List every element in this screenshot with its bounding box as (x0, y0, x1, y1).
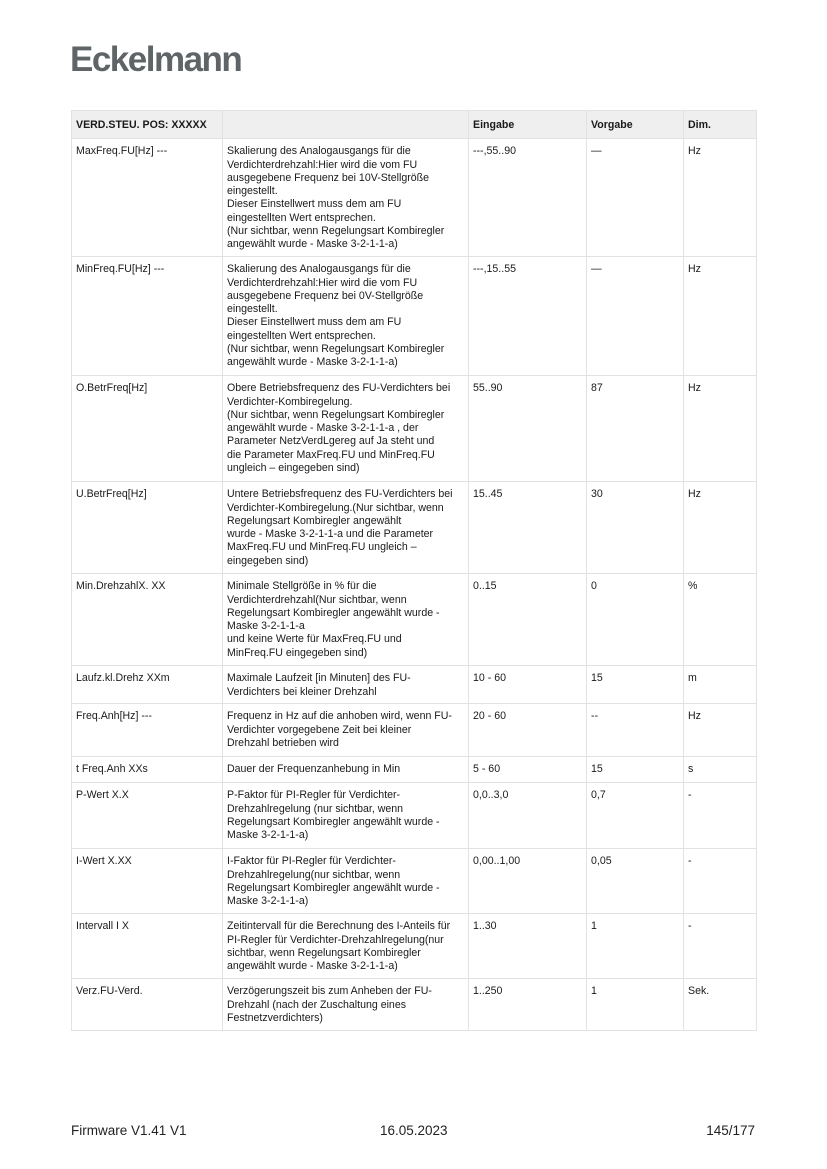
table-row: Verz.FU-Verd. Verzögerungszeit bis zum An… (71, 978, 757, 1032)
table-row: I-Wert X.XX I-Faktor für PI-Regler für Ve… (71, 848, 757, 915)
param-description: Zeitintervall für die Berechnung des I-A… (222, 913, 469, 980)
param-eingabe: 0,00..1,00 (468, 848, 587, 915)
eckelmann-logo: Eckelmann (70, 40, 243, 79)
param-eingabe: ---,55..90 (468, 138, 587, 258)
param-vorgabe: — (586, 256, 684, 377)
param-eingabe: 55..90 (468, 375, 587, 483)
param-dim: m (683, 665, 757, 705)
header-vorgabe: Vorgabe (586, 109, 684, 140)
table-header-row: VERD.STEU. POS: XXXXX Eingabe Vorgabe Di… (71, 109, 757, 140)
param-dim: % (683, 573, 757, 667)
param-vorgabe: 1 (586, 913, 684, 980)
param-description: P-Faktor für PI-Regler für Verdichter- D… (222, 782, 469, 850)
param-name: Freq.Anh[Hz] --- (71, 703, 223, 758)
param-dim: - (683, 848, 757, 915)
param-dim: Hz (683, 481, 757, 575)
param-eingabe: ---,15..55 (468, 256, 587, 377)
param-dim: Hz (683, 375, 757, 483)
param-name: Verz.FU-Verd. (71, 978, 223, 1032)
param-eingabe: 0,0..3,0 (468, 782, 587, 850)
parameter-table: VERD.STEU. POS: XXXXX Eingabe Vorgabe Di… (71, 109, 757, 1032)
table-row: U.BetrFreq[Hz] Untere Betriebsfrequenz de… (71, 481, 757, 575)
header-dim: Dim. (683, 109, 757, 140)
param-description: Frequenz in Hz auf die anhoben wird, wen… (222, 703, 469, 758)
param-description: Untere Betriebsfrequenz des FU-Verdichte… (222, 481, 469, 575)
table-row: Laufz.kl.Drehz XXm Maximale Laufzeit [in … (71, 665, 757, 705)
param-vorgabe: 0,05 (586, 848, 684, 915)
param-dim: - (683, 913, 757, 980)
param-description: Skalierung des Analogausgangs für die Ve… (222, 138, 469, 258)
table-row: MinFreq.FU[Hz] --- Skalierung des Analoga… (71, 256, 757, 377)
param-dim: Hz (683, 256, 757, 377)
param-name: Min.DrehzahlX. XX (71, 573, 223, 667)
table-row: MaxFreq.FU[Hz] --- Skalierung des Analoga… (71, 138, 757, 258)
param-name: t Freq.Anh XXs (71, 756, 223, 784)
param-vorgabe: 0,7 (586, 782, 684, 850)
param-eingabe: 0..15 (468, 573, 587, 667)
param-dim: Hz (683, 703, 757, 758)
param-name: MinFreq.FU[Hz] --- (71, 256, 223, 377)
param-eingabe: 20 - 60 (468, 703, 587, 758)
param-eingabe: 5 - 60 (468, 756, 587, 784)
param-description: Verzögerungszeit bis zum Anheben der FU-… (222, 978, 469, 1032)
param-dim: Hz (683, 138, 757, 258)
param-eingabe: 10 - 60 (468, 665, 587, 705)
param-name: O.BetrFreq[Hz] (71, 375, 223, 483)
footer-date: 16.05.2023 (380, 1123, 448, 1138)
param-eingabe: 15..45 (468, 481, 587, 575)
param-vorgabe: 0 (586, 573, 684, 667)
param-description: Maximale Laufzeit [in Minuten] des FU- V… (222, 665, 469, 705)
table-row: Freq.Anh[Hz] --- Frequenz in Hz auf die a… (71, 703, 757, 758)
header-eingabe: Eingabe (468, 109, 587, 140)
param-vorgabe: 15 (586, 756, 684, 784)
table-row: Min.DrehzahlX. XX Minimale Stellgröße in … (71, 573, 757, 667)
header-position: VERD.STEU. POS: XXXXX (71, 109, 223, 140)
param-description: Skalierung des Analogausgangs für die Ve… (222, 256, 469, 377)
param-dim: - (683, 782, 757, 850)
param-vorgabe: 87 (586, 375, 684, 483)
param-description: Obere Betriebsfrequenz des FU-Verdichter… (222, 375, 469, 483)
param-dim: s (683, 756, 757, 784)
param-dim: Sek. (683, 978, 757, 1032)
param-description: I-Faktor für PI-Regler für Verdichter- D… (222, 848, 469, 915)
param-vorgabe: 15 (586, 665, 684, 705)
param-description: Dauer der Frequenzanhebung in Min (222, 756, 469, 784)
param-vorgabe: 1 (586, 978, 684, 1032)
table-row: P-Wert X.X P-Faktor für PI-Regler für Ver… (71, 782, 757, 850)
param-name: MaxFreq.FU[Hz] --- (71, 138, 223, 258)
param-vorgabe: -- (586, 703, 684, 758)
table-row: t Freq.Anh XXs Dauer der Frequenzanhebung… (71, 756, 757, 784)
param-name: I-Wert X.XX (71, 848, 223, 915)
param-eingabe: 1..250 (468, 978, 587, 1032)
param-vorgabe: — (586, 138, 684, 258)
table-row: O.BetrFreq[Hz] Obere Betriebsfrequenz des… (71, 375, 757, 483)
table-row: Intervall I X Zeitintervall für die Berec… (71, 913, 757, 980)
param-name: P-Wert X.X (71, 782, 223, 850)
param-vorgabe: 30 (586, 481, 684, 575)
footer-firmware: Firmware V1.41 V1 (71, 1123, 187, 1138)
header-description (222, 109, 469, 140)
param-eingabe: 1..30 (468, 913, 587, 980)
param-description: Minimale Stellgröße in % für die Verdich… (222, 573, 469, 667)
footer-page-number: 145/177 (706, 1123, 755, 1138)
param-name: Intervall I X (71, 913, 223, 980)
param-name: Laufz.kl.Drehz XXm (71, 665, 223, 705)
param-name: U.BetrFreq[Hz] (71, 481, 223, 575)
